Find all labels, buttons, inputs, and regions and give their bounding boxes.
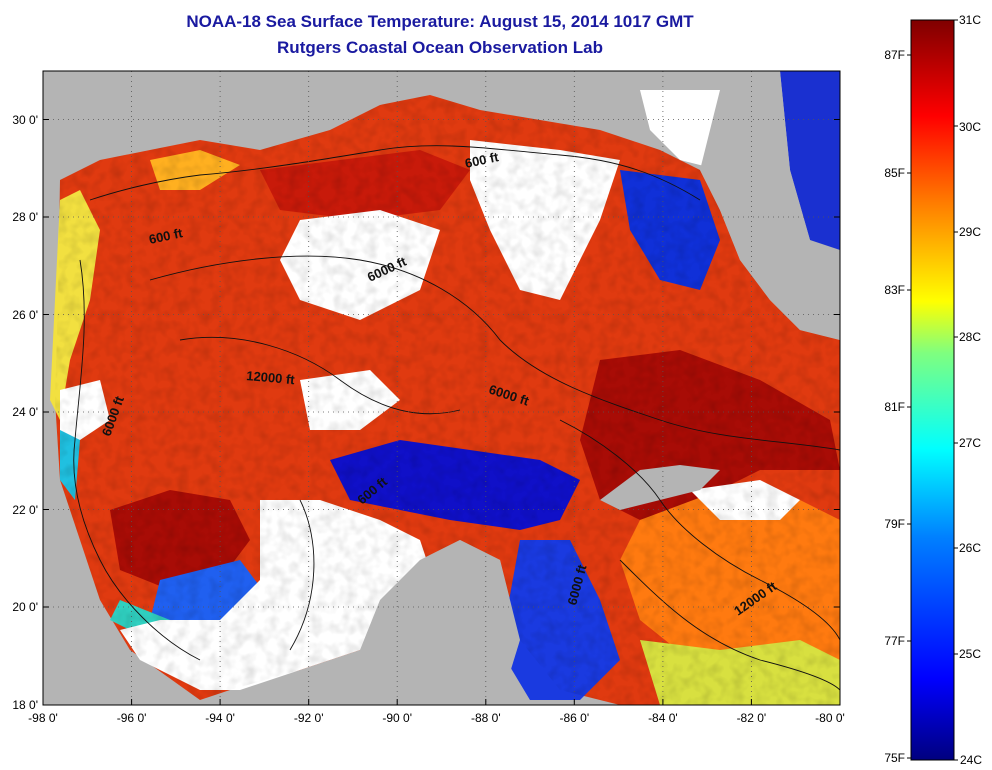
y-tick-label: 28 0' (12, 210, 38, 224)
bathymetry-contours (73, 145, 840, 691)
x-tick-label: -96 0' (117, 711, 147, 725)
x-tick-label: -98 0' (28, 711, 58, 725)
y-tick-label: 18 0' (12, 698, 38, 712)
cool-atlantic (780, 71, 840, 250)
colorbar-fahrenheit-label: 85F (884, 166, 905, 180)
y-tick-label: 24 0' (12, 405, 38, 419)
y-tick-label: 22 0' (12, 503, 38, 517)
colorbar-fahrenheit-label: 83F (884, 283, 905, 297)
contour-label: 12000 ft (246, 368, 296, 387)
x-tick-label: -80 0' (815, 711, 845, 725)
colorbar-celsius-label: 28C (959, 330, 981, 344)
colorbar-fahrenheit-label: 77F (884, 634, 905, 648)
colorbar-celsius-label: 24C (960, 753, 982, 767)
plot-frame (42, 70, 841, 706)
y-tick-label: 26 0' (12, 308, 38, 322)
graticule (43, 71, 840, 705)
x-tick-label: -84 0' (648, 711, 678, 725)
y-tick-label: 30 0' (12, 113, 38, 127)
colorbar-fahrenheit-label: 81F (884, 400, 905, 414)
tick-marks (42, 119, 841, 705)
colorbar-fahrenheit-label: 87F (884, 48, 905, 62)
cuba-land (600, 465, 720, 510)
colorbar-ticks (907, 19, 958, 761)
florida-land (700, 71, 840, 340)
y-tick-label: 20 0' (12, 600, 38, 614)
colorbar-celsius-label: 26C (959, 541, 981, 555)
colorbar-celsius-label: 29C (959, 225, 981, 239)
x-tick-label: -88 0' (471, 711, 501, 725)
yucatan-land (360, 540, 520, 705)
colorbar-celsius-label: 27C (959, 436, 981, 450)
map-title: NOAA-18 Sea Surface Temperature: August … (186, 12, 694, 31)
x-tick-label: -82 0' (737, 711, 767, 725)
colorbar-fahrenheit-label: 79F (884, 517, 905, 531)
x-tick-label: -90 0' (382, 711, 412, 725)
x-tick-label: -86 0' (559, 711, 589, 725)
colorbar-fahrenheit-label: 75F (884, 751, 905, 765)
cloud-florida-north (640, 90, 720, 170)
contour-label: 600 ft (464, 149, 501, 171)
colorbar-celsius-label: 31C (959, 13, 981, 27)
x-tick-label: -92 0' (294, 711, 324, 725)
speckle-texture (55, 95, 840, 705)
x-tick-label: -94 0' (205, 711, 235, 725)
colorbar-celsius-label: 30C (959, 120, 981, 134)
contour-label: 600 ft (148, 225, 185, 247)
map-subtitle: Rutgers Coastal Ocean Observation Lab (277, 38, 603, 57)
colorbar-celsius-label: 25C (959, 647, 981, 661)
colorbar (910, 19, 955, 761)
